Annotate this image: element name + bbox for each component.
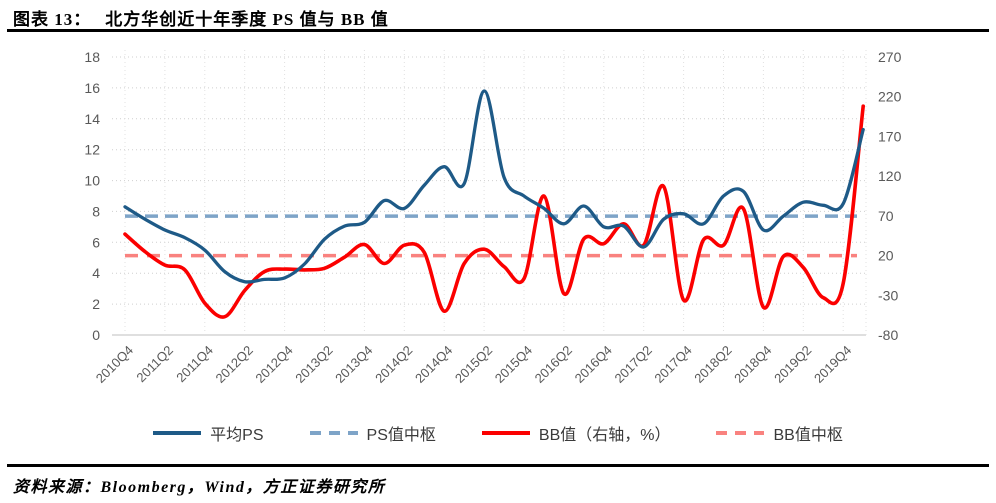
left-axis-tick-label: 0 — [92, 327, 100, 343]
legend-label-bb-center: BB值中枢 — [773, 427, 843, 444]
left-axis-tick-label: 2 — [92, 296, 100, 312]
chart-title: 图表 13： 北方华创近十年季度 PS 值与 BB 值 — [13, 5, 389, 30]
left-axis-tick-label: 16 — [84, 80, 100, 96]
footer-divider-rule — [7, 464, 989, 467]
x-axis-tick-label: 2014Q2 — [372, 343, 415, 386]
x-axis-tick-label: 2011Q2 — [133, 343, 176, 386]
left-axis-tick-label: 14 — [84, 111, 100, 127]
x-axis-tick-label: 2019Q4 — [811, 343, 854, 386]
x-axis-tick-label: 2011Q4 — [173, 343, 216, 386]
x-axis-tick-label: 2015Q4 — [492, 343, 535, 386]
x-axis-tick-label: 2015Q2 — [452, 343, 495, 386]
legend-item-bb: BB值（右轴，%） — [481, 421, 671, 445]
x-axis-tick-label: 2019Q2 — [771, 343, 814, 386]
right-axis-tick-label: 220 — [878, 89, 902, 105]
x-axis-tick-label: 2016Q2 — [532, 343, 575, 386]
x-axis-tick-label: 2016Q4 — [572, 343, 615, 386]
x-axis-tick-label: 2018Q2 — [691, 343, 734, 386]
x-axis-tick-label: 2012Q2 — [212, 343, 255, 386]
x-axis-tick-label: 2018Q4 — [731, 343, 774, 386]
legend-label-bb: BB值（右轴，%） — [538, 427, 671, 444]
bb-line-swatch — [481, 431, 530, 435]
chart-number-label: 图表 13： — [13, 10, 92, 29]
chart-legend: 平均PS PS值中枢 BB值（右轴，%） BB值中枢 — [0, 421, 996, 445]
x-axis-tick-label: 2017Q2 — [612, 343, 655, 386]
right-axis-tick-label: 270 — [878, 49, 902, 65]
x-axis-tick-label: 2017Q4 — [651, 343, 694, 386]
x-axis-tick-label: 2014Q4 — [412, 343, 455, 386]
legend-label-ps-center: PS值中枢 — [366, 427, 436, 444]
left-axis-tick-label: 6 — [92, 234, 100, 250]
chart-title-text: 北方华创近十年季度 PS 值与 BB 值 — [105, 10, 389, 29]
x-axis-tick-label: 2010Q4 — [93, 343, 136, 386]
left-axis-tick-label: 12 — [84, 142, 100, 158]
left-axis-tick-label: 4 — [92, 265, 100, 281]
x-axis-tick-label: 2013Q2 — [292, 343, 335, 386]
legend-item-bb-center: BB值中枢 — [716, 421, 843, 445]
title-divider-rule — [7, 29, 989, 32]
right-axis-tick-label: 20 — [878, 248, 894, 264]
left-axis-tick-label: 10 — [84, 173, 100, 189]
ps-center-dash-swatch — [309, 431, 358, 435]
legend-label-avg-ps: 平均PS — [210, 427, 264, 444]
left-axis-tick-label: 18 — [84, 49, 100, 65]
data-source-note: 资料来源：Bloomberg，Wind，方正证券研究所 — [13, 479, 386, 496]
left-axis-tick-label: 8 — [92, 203, 100, 219]
legend-item-avg-ps: 平均PS — [153, 421, 264, 445]
bb-center-dash-swatch — [716, 431, 765, 435]
legend-item-ps-center: PS值中枢 — [309, 421, 436, 445]
right-axis-tick-label: 70 — [878, 208, 894, 224]
avg-ps-line-swatch — [153, 431, 202, 435]
avg-ps-line — [123, 89, 865, 284]
right-axis-tick-label: 120 — [878, 168, 902, 184]
right-axis-tick-label: -30 — [878, 287, 898, 303]
bb-value-line — [123, 104, 865, 319]
right-axis-tick-label: -80 — [878, 327, 898, 343]
right-axis-tick-label: 170 — [878, 128, 902, 144]
x-axis-tick-label: 2012Q4 — [252, 343, 295, 386]
x-axis-tick-label: 2013Q4 — [332, 343, 375, 386]
